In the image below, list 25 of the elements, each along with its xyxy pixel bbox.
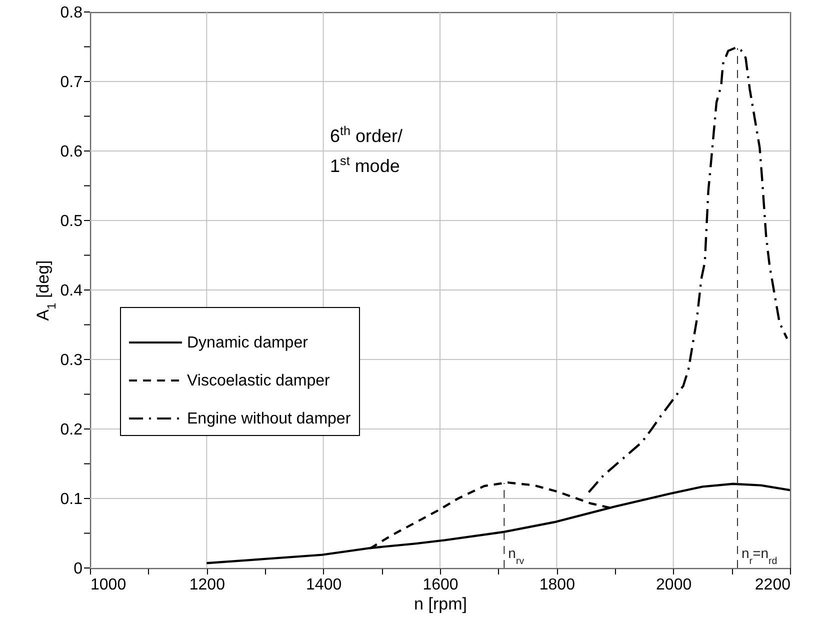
ref-line-label: n$_{rv}$ xyxy=(508,545,524,566)
y-tick-label: 0.2 xyxy=(60,422,83,438)
y-tick-label: 0 xyxy=(74,560,83,578)
legend-label: Engine without damper xyxy=(187,410,352,428)
x-tick-label: 2200 xyxy=(754,576,791,594)
legend-label: Viscoelastic damper xyxy=(187,372,331,390)
x-tick-label: 1800 xyxy=(539,576,576,594)
y-tick-label: 0.8 xyxy=(60,4,83,22)
x-tick-label: 1200 xyxy=(189,576,226,594)
annotation: 6$^{th}$ order/ xyxy=(330,124,403,146)
annotation: 1$^{st}$ mode xyxy=(330,154,400,176)
y-tick-label: 0.7 xyxy=(60,74,83,91)
y-tick-label: 0.3 xyxy=(60,352,83,369)
legend-label: Dynamic damper xyxy=(187,334,309,352)
x-axis-title: n [rpm] xyxy=(414,594,467,614)
line-series xyxy=(588,46,788,494)
y-tick-label: 0.5 xyxy=(60,213,83,230)
x-tick-label: 1400 xyxy=(306,576,342,594)
y-tick-label: 0.1 xyxy=(60,491,83,508)
y-tick-label: 0.4 xyxy=(60,282,83,300)
x-tick-label: 2000 xyxy=(656,576,692,594)
y-tick-label: 0.6 xyxy=(60,144,83,160)
x-tick-label: 1600 xyxy=(422,576,458,594)
ref-line-label: n$_{r}$=n$_{rd}$ xyxy=(742,545,778,566)
x-tick-label: 1000 xyxy=(90,576,126,594)
